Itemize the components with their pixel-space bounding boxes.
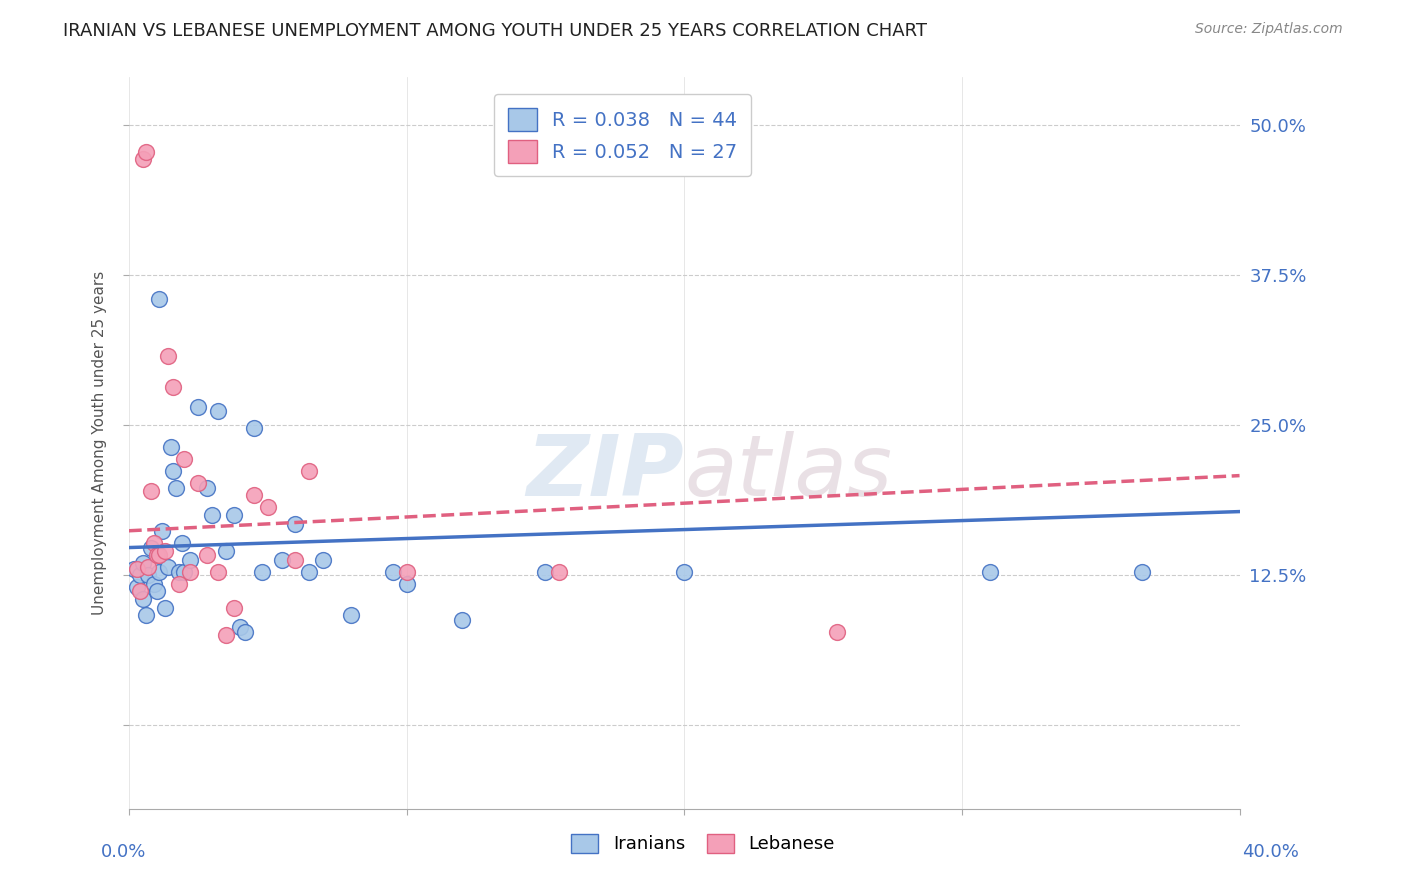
- Point: [284, 552, 307, 566]
- Point: [201, 508, 224, 523]
- Point: [153, 600, 176, 615]
- Point: [145, 548, 167, 562]
- Point: [1130, 565, 1153, 579]
- Point: [395, 565, 418, 579]
- Point: [224, 600, 246, 615]
- Point: [243, 420, 266, 434]
- Point: [124, 562, 146, 576]
- Text: ZIP: ZIP: [527, 431, 685, 514]
- Point: [129, 583, 152, 598]
- Text: atlas: atlas: [685, 431, 893, 514]
- Point: [129, 568, 152, 582]
- Point: [340, 607, 363, 622]
- Point: [284, 516, 307, 531]
- Point: [979, 565, 1001, 579]
- Point: [825, 624, 848, 639]
- Point: [153, 544, 176, 558]
- Text: 0.0%: 0.0%: [101, 843, 146, 861]
- Point: [134, 145, 156, 159]
- Legend: Iranians, Lebanese: Iranians, Lebanese: [564, 827, 842, 861]
- Point: [148, 293, 170, 307]
- Point: [250, 565, 273, 579]
- Point: [179, 565, 201, 579]
- Point: [167, 565, 190, 579]
- Point: [170, 535, 193, 549]
- Point: [179, 552, 201, 566]
- Point: [187, 401, 209, 415]
- Point: [207, 565, 229, 579]
- Legend: R = 0.038   N = 44, R = 0.052   N = 27: R = 0.038 N = 44, R = 0.052 N = 27: [494, 95, 751, 177]
- Point: [207, 404, 229, 418]
- Point: [132, 592, 155, 607]
- Point: [256, 500, 278, 514]
- Text: IRANIAN VS LEBANESE UNEMPLOYMENT AMONG YOUTH UNDER 25 YEARS CORRELATION CHART: IRANIAN VS LEBANESE UNEMPLOYMENT AMONG Y…: [63, 22, 928, 40]
- Point: [298, 464, 321, 478]
- Point: [139, 484, 162, 499]
- Point: [548, 565, 571, 579]
- Point: [534, 565, 557, 579]
- Point: [132, 556, 155, 570]
- Point: [381, 565, 404, 579]
- Point: [195, 481, 218, 495]
- Point: [298, 565, 321, 579]
- Point: [162, 464, 184, 478]
- Point: [134, 607, 156, 622]
- Point: [142, 576, 165, 591]
- Y-axis label: Unemployment Among Youth under 25 years: Unemployment Among Youth under 25 years: [93, 271, 107, 615]
- Point: [167, 576, 190, 591]
- Point: [173, 565, 195, 579]
- Point: [162, 380, 184, 394]
- Point: [395, 576, 418, 591]
- Point: [148, 565, 170, 579]
- Text: 40.0%: 40.0%: [1243, 843, 1299, 861]
- Point: [136, 559, 159, 574]
- Point: [145, 583, 167, 598]
- Point: [215, 628, 238, 642]
- Point: [195, 548, 218, 562]
- Point: [173, 451, 195, 466]
- Point: [243, 488, 266, 502]
- Point: [229, 620, 252, 634]
- Point: [142, 535, 165, 549]
- Point: [165, 481, 187, 495]
- Text: Source: ZipAtlas.com: Source: ZipAtlas.com: [1195, 22, 1343, 37]
- Point: [224, 508, 246, 523]
- Point: [187, 475, 209, 490]
- Point: [136, 568, 159, 582]
- Point: [150, 524, 173, 538]
- Point: [235, 624, 257, 639]
- Point: [270, 552, 292, 566]
- Point: [127, 562, 149, 576]
- Point: [148, 548, 170, 562]
- Point: [132, 152, 155, 166]
- Point: [451, 613, 474, 627]
- Point: [139, 541, 162, 555]
- Point: [215, 544, 238, 558]
- Point: [156, 559, 179, 574]
- Point: [673, 565, 696, 579]
- Point: [312, 552, 335, 566]
- Point: [159, 440, 181, 454]
- Point: [156, 349, 179, 363]
- Point: [127, 580, 149, 594]
